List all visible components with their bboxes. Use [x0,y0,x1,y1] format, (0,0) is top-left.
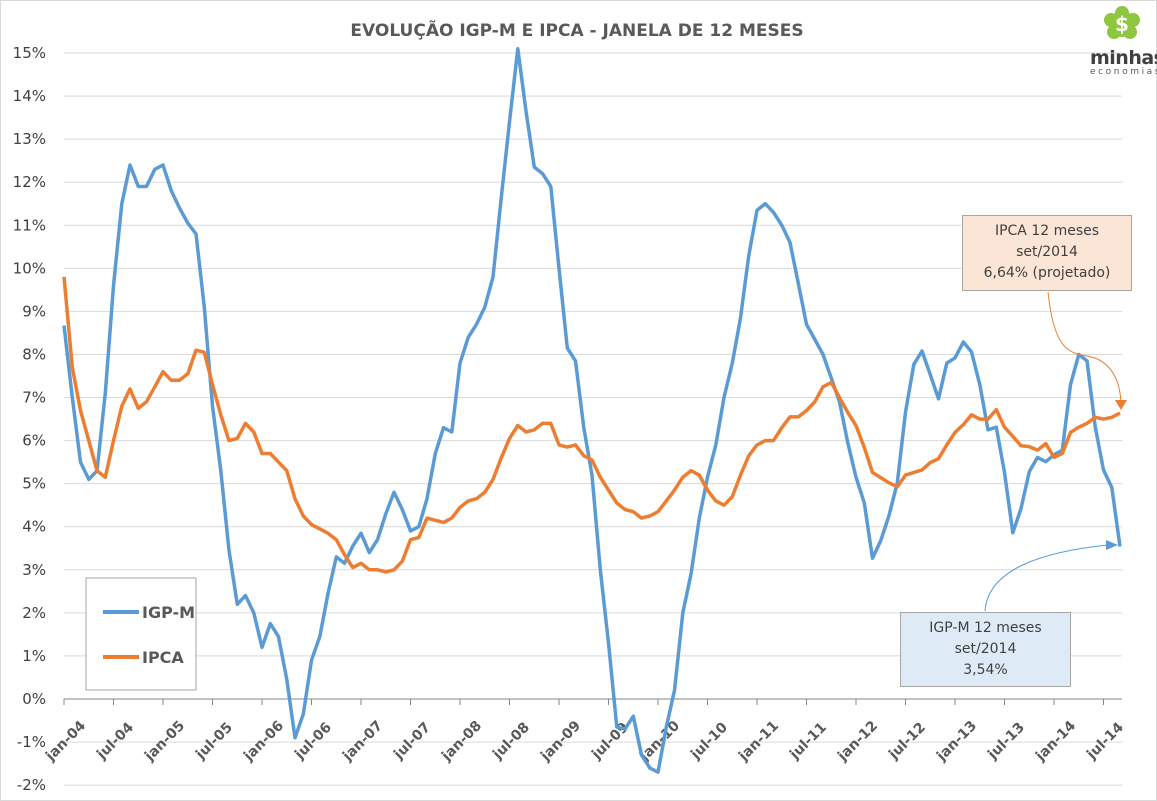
x-tick-label: jan-08 [438,718,485,765]
x-tick-label: jan-05 [141,718,188,765]
chart-title: EVOLUÇÃO IGP-M E IPCA - JANELA DE 12 MES… [350,18,803,41]
y-tick-label: -2% [17,776,46,794]
x-tick-label: jul-14 [1083,719,1127,763]
x-tick-label: jan-09 [537,718,584,765]
ipca-annotation-line: 6,64% (projetado) [983,265,1111,281]
legend: IGP-M IPCA [85,577,197,691]
x-tick-label: jan-06 [240,718,287,765]
x-tick-label: jul-11 [786,719,830,763]
x-tick-label: jan-07 [339,718,386,765]
money-cloud-icon: $ [1104,6,1140,39]
x-tick-label: jul-10 [687,719,731,763]
x-tick-label: jul-13 [984,719,1028,763]
igpm-annotation-box: IGP-M 12 meses set/2014 3,54% [900,612,1071,687]
logo: $ minhas economias [1090,6,1157,78]
legend-label-igpm: IGP-M [142,603,195,622]
y-tick-label: 6% [22,432,46,450]
legend-label-ipca: IPCA [142,648,184,667]
logo-symbol: $ [1115,12,1129,36]
y-tick-label: 15% [13,44,46,62]
y-tick-label: 5% [22,475,46,493]
igpm-arrowhead-icon [1106,540,1118,550]
y-tick-label: 8% [22,345,46,363]
y-tick-label: 2% [22,604,46,622]
y-tick-label: 7% [22,389,46,407]
x-tick-label: jul-07 [390,719,434,763]
ipca-annotation-line: set/2014 [1016,244,1078,260]
igpm-annotation-line: set/2014 [954,641,1017,657]
y-tick-label: 4% [22,518,46,536]
igpm-annotation-line: 3,54% [963,662,1008,678]
x-tick-label: jul-05 [192,719,236,763]
y-tick-label: 10% [13,259,46,277]
annotation-arrows [984,291,1127,612]
y-tick-label: 14% [13,87,46,105]
x-axis: jan-04 jul-04 jan-05 jul-05 jan-06 jul-06 jan-… [42,698,1127,765]
x-tick-label: jul-08 [489,719,533,763]
logo-word: minhas [1090,47,1157,69]
y-tick-label: 3% [22,561,46,579]
y-tick-label: 1% [22,647,46,665]
ipca-annotation-line: IPCA 12 meses [994,223,1100,239]
x-tick-label: jan-13 [933,718,980,765]
y-tick-label: 11% [13,216,46,234]
y-tick-label: 13% [13,130,46,148]
y-tick-label: 9% [22,302,46,320]
igpm-annotation-line: IGP-M 12 meses [929,620,1042,636]
igpm-annotation-arrow [984,544,1109,612]
ipca-annotation-box: IPCA 12 meses set/2014 6,64% (projetado) [962,215,1132,291]
x-tick-label: jul-12 [885,719,929,763]
x-tick-label: jan-04 [42,718,89,765]
series-lines [62,46,1122,774]
logo-subword: economias [1090,67,1157,77]
x-tick-label: jul-04 [93,719,137,763]
ipca-arrowhead-icon [1115,400,1127,410]
ipca-annotation-arrow [1047,291,1122,403]
y-tick-label: -1% [17,733,46,751]
series-line-ipca [62,276,1121,574]
y-tick-label: 0% [22,690,46,708]
y-axis-labels: 15% 14% 13% 12% 11% 10% 9% 8% 7% 6% 5% 4% 3% 2% 1% 0% -1… [13,44,46,794]
x-tick-label: jan-12 [834,718,881,765]
x-tick-label: jan-11 [735,718,782,765]
y-tick-label: 12% [13,173,46,191]
x-tick-label: jan-14 [1032,718,1079,765]
